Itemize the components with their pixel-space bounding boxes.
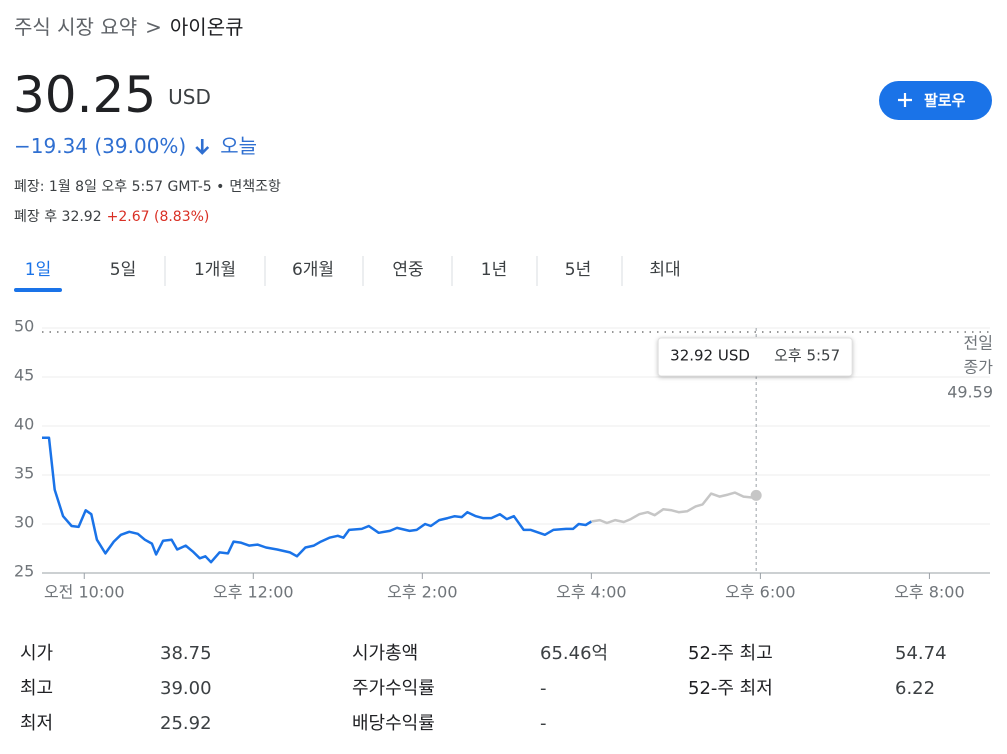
follow-button-bg[interactable] (879, 81, 992, 120)
stat-label: 배당수익률 (352, 713, 435, 734)
status: 폐장: 1월 8일 오후 5:57 GMT-5 • (14, 179, 224, 195)
tab[interactable]: 최대 (649, 260, 680, 280)
x-tick-label: 오후 2:00 (387, 583, 457, 602)
change-line: −19.34 (39.00%) 오늘 (14, 134, 257, 158)
stat-value: 38.75 (160, 643, 212, 664)
currency: USD (168, 85, 211, 109)
tooltip-time: 오후 5:57 (774, 347, 840, 365)
stat-label: 시가 (20, 643, 53, 664)
stat-label: 주가수익률 (352, 678, 435, 699)
breadcrumb-parent[interactable]: 주식 시장 요약 (14, 15, 137, 39)
tab[interactable]: 1개월 (194, 260, 236, 280)
y-tick-label: 35 (14, 464, 34, 483)
breadcrumb-current: 아이온큐 (170, 15, 244, 39)
follow-label[interactable]: 팔로우 (924, 92, 966, 110)
price-line (42, 436, 593, 564)
stat-value: - (540, 713, 547, 734)
stat-label: 최저 (20, 713, 53, 734)
previous-close-value: 49.59 (947, 383, 993, 402)
follow-button[interactable]: 팔로우 (879, 81, 992, 120)
tab[interactable]: 6개월 (292, 260, 334, 280)
x-tick-label: 오후 12:00 (213, 583, 294, 602)
chart: 25 30 35 40 45 50 오전 10:00 오후 12:00 오후 2:00 오후 4:… (14, 317, 993, 602)
stats-table: 시가 38.75 시가총액 65.46억 52-주 최고 54.74 최고 39.00 주가수익… (20, 643, 947, 734)
price: 30.25 (13, 66, 156, 124)
plus-icon (898, 93, 912, 107)
stat-label: 시가총액 (352, 643, 418, 664)
tab[interactable]: 1년 (481, 260, 507, 280)
after-hours-line: 폐장 후 32.92 +2.67 (8.83%) (14, 209, 209, 225)
tab-underline (14, 288, 62, 292)
x-tick-label: 오전 10:00 (44, 583, 125, 602)
change: −19.34 (39.00%) (14, 134, 186, 158)
breadcrumb: 주식 시장 요약 > 아이온큐 (14, 15, 244, 39)
stat-value: 65.46억 (540, 643, 608, 664)
y-tick-label: 40 (14, 415, 34, 434)
tab[interactable]: 1일 (25, 260, 51, 280)
y-tick-label: 25 (14, 562, 34, 581)
stat-label: 52-주 최저 (688, 678, 773, 699)
tab[interactable]: 연중 (392, 260, 423, 280)
y-tick-label: 45 (14, 366, 34, 385)
stat-value: 54.74 (895, 643, 947, 664)
down-arrow-icon (195, 139, 210, 155)
stat-value: 25.92 (160, 713, 212, 734)
price-line (591, 491, 757, 525)
hover-point (750, 489, 762, 501)
breadcrumb-separator: > (145, 15, 162, 39)
x-tick-label: 오후 6:00 (725, 583, 795, 602)
range-tabs: 1일 5일 1개월 6개월 연중 1년 5년 최대 (14, 256, 681, 292)
stat-label: 최고 (20, 678, 53, 699)
stat-value: - (540, 678, 547, 699)
tooltip-price: 32.92 USD (670, 347, 750, 365)
stat-value: 39.00 (160, 678, 212, 699)
tab[interactable]: 5년 (565, 260, 591, 280)
disclaimer-link[interactable]: 면책조항 (229, 179, 281, 195)
previous-close-label: 전일 (964, 334, 993, 353)
previous-close-label: 종가 (964, 358, 994, 377)
stat-label: 52-주 최고 (688, 643, 773, 664)
y-tick-label: 30 (14, 513, 34, 532)
x-tick-label: 오후 4:00 (556, 583, 626, 602)
y-tick-label: 50 (14, 317, 34, 336)
x-tick-label: 오후 8:00 (894, 583, 964, 602)
after-hours-price: 폐장 후 32.92 (14, 209, 102, 225)
tooltip-box (657, 337, 853, 377)
quote-line: 30.25 USD (13, 66, 211, 124)
tab[interactable]: 5일 (110, 260, 136, 280)
stat-value: 6.22 (895, 678, 935, 699)
after-hours-change: +2.67 (8.83%) (107, 209, 210, 225)
period: 오늘 (220, 134, 257, 158)
status-line: 폐장: 1월 8일 오후 5:57 GMT-5 • 면책조항 (14, 179, 281, 195)
